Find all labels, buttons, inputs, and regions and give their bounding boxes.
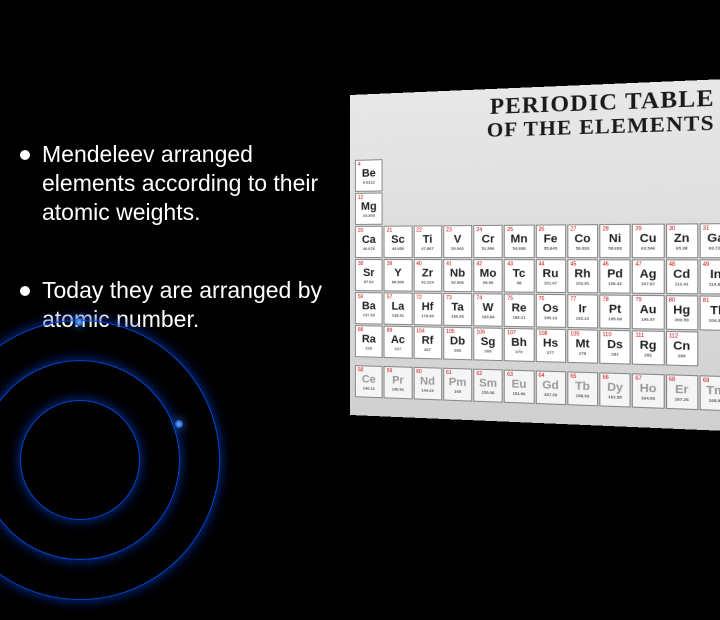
- element-cell: 42Mo95.95: [473, 259, 503, 292]
- element-cell: 27Co58.933: [567, 224, 598, 258]
- bullet-icon: [20, 286, 30, 296]
- element-row: 88Ra22689Ac227104Rf267105Db268106Sg26910…: [355, 325, 720, 367]
- element-cell: 111Rg282: [632, 330, 664, 365]
- periodic-table-image: PERIODIC TABLE OF THE ELEMENTS 4Be9.0122…: [350, 95, 710, 415]
- element-row: 12Mg24.305: [355, 187, 720, 225]
- element-row: 38Sr87.6239Y88.90640Zr91.22441Nb92.90642…: [355, 259, 720, 295]
- element-cell: 22Ti47.867: [413, 225, 442, 258]
- element-cell: 45Rh102.91: [567, 259, 598, 293]
- element-cell: 39Y88.906: [384, 259, 412, 292]
- element-cell: 41Nb92.906: [443, 259, 472, 292]
- text-column: Mendeleev arranged elements according to…: [0, 0, 360, 540]
- element-cell: 47Ag107.87: [632, 259, 664, 294]
- element-cell: 77Ir192.22: [567, 294, 598, 328]
- element-cell: 68Er167.26: [665, 374, 698, 410]
- element-cell: 26Fe55.845: [535, 224, 566, 258]
- element-cell: 38Sr87.62: [355, 259, 383, 291]
- element-cell: 28Ni58.693: [599, 224, 631, 258]
- element-cell: 80Hg200.59: [665, 295, 698, 330]
- element-cell: 61Pm145: [443, 368, 472, 402]
- element-cell: 4Be9.0122: [355, 159, 383, 192]
- element-cell: 29Cu63.546: [632, 224, 664, 259]
- element-cell: 40Zr91.224: [413, 259, 442, 292]
- element-cell: 88Ra226: [355, 325, 383, 358]
- element-cell: 62Sm150.36: [473, 369, 503, 403]
- element-cell: 59Pr140.91: [384, 366, 412, 399]
- element-cell: 44Ru101.07: [535, 259, 566, 293]
- element-cell: 12Mg24.305: [355, 192, 383, 225]
- element-cell: 56Ba137.33: [355, 292, 383, 325]
- element-cell: 58Ce140.12: [355, 365, 383, 398]
- element-cell: 65Tb158.93: [567, 371, 598, 406]
- element-cell: 48Cd112.41: [665, 259, 698, 294]
- element-cell: 43Tc98: [504, 259, 534, 293]
- element-cell: 25Mn54.938: [504, 225, 534, 259]
- element-cell: 30Zn65.38: [665, 223, 698, 258]
- element-cell: 78Pt195.08: [599, 294, 631, 329]
- element-cell: 21Sc44.956: [384, 226, 412, 259]
- element-row: 4Be9.0122: [355, 150, 720, 192]
- element-cell: 112Cn285: [665, 331, 698, 367]
- element-cell: 89Ac227: [384, 326, 412, 359]
- element-cell: 72Hf178.49: [413, 293, 442, 326]
- element-cell: 69Tm168.93: [699, 375, 720, 411]
- bullet-icon: [20, 150, 30, 160]
- element-cell: 46Pd106.42: [599, 259, 631, 293]
- element-cell: 106Sg269: [473, 327, 503, 361]
- bullet-item: Mendeleev arranged elements according to…: [20, 140, 350, 226]
- bullet-text: Mendeleev arranged elements according to…: [42, 140, 350, 226]
- element-cell: 49In114.82: [699, 259, 720, 294]
- element-cell: 73Ta180.95: [443, 293, 472, 326]
- element-cell: 74W183.84: [473, 293, 503, 327]
- element-cell: 24Cr51.996: [473, 225, 503, 258]
- element-cell: 108Hs277: [535, 328, 566, 362]
- element-cell: 104Rf267: [413, 326, 442, 359]
- bullet-text: Today they are arranged by atomic number…: [42, 276, 350, 334]
- element-cell: 81Tl204.38: [699, 295, 720, 331]
- slide: Mendeleev arranged elements according to…: [0, 0, 720, 540]
- element-cell: 66Dy162.50: [599, 372, 631, 407]
- element-cell: 110Ds281: [599, 330, 631, 365]
- element-row: 20Ca40.07821Sc44.95622Ti47.86723V50.9422…: [355, 223, 720, 258]
- element-cell: 60Nd144.24: [413, 367, 442, 401]
- element-cell: 75Re186.21: [504, 294, 534, 328]
- element-grid: 4Be9.012212Mg24.30520Ca40.07821Sc44.9562…: [350, 145, 720, 432]
- element-cell: 23V50.942: [443, 225, 472, 258]
- element-cell: 107Bh270: [504, 328, 534, 362]
- element-cell: 20Ca40.078: [355, 226, 383, 258]
- element-cell: 63Eu151.96: [504, 370, 534, 404]
- lanthanide-row: 58Ce140.1259Pr140.9160Nd144.2461Pm14562S…: [355, 365, 720, 411]
- element-cell: 105Db268: [443, 327, 472, 361]
- element-cell: 109Mt278: [567, 329, 598, 364]
- bullet-item: Today they are arranged by atomic number…: [20, 276, 350, 334]
- element-cell: 64Gd157.25: [535, 370, 566, 405]
- element-cell: 31Ga69.723: [699, 223, 720, 258]
- element-cell: 67Ho164.93: [632, 373, 664, 409]
- element-cell: 57La138.91: [384, 292, 412, 325]
- periodic-table-title: PERIODIC TABLE OF THE ELEMENTS: [487, 85, 715, 142]
- periodic-table-poster: PERIODIC TABLE OF THE ELEMENTS 4Be9.0122…: [350, 78, 720, 431]
- element-cell: 79Au196.97: [632, 295, 664, 330]
- element-cell: 76Os190.23: [535, 294, 566, 328]
